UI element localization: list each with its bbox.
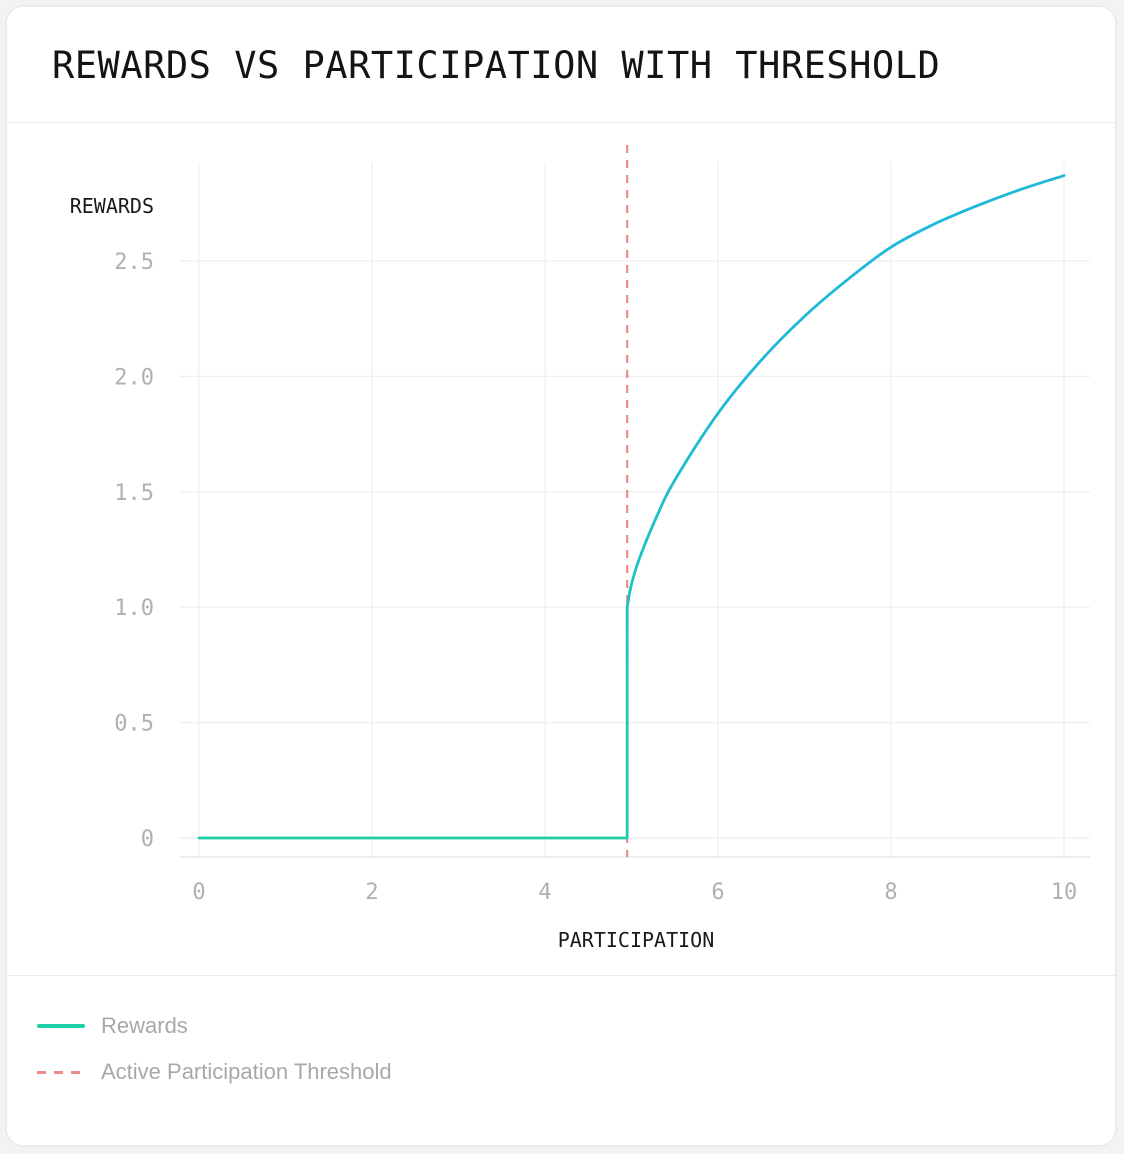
y-tick-label-5: 2.5 (114, 250, 154, 275)
y-tick-label-4: 2.0 (114, 365, 154, 390)
x-tick-label-1: 2 (365, 880, 378, 905)
legend-item-threshold: Active Participation Threshold (37, 1055, 392, 1089)
x-tick-label-5: 10 (1051, 880, 1078, 905)
x-tick-label-0: 0 (192, 880, 205, 905)
chart-header: REWARDS VS PARTICIPATION WITH THRESHOLD (7, 7, 1115, 123)
legend-item-rewards: Rewards (37, 1009, 392, 1043)
x-axis-label: PARTICIPATION (558, 928, 715, 952)
x-tick-label-3: 6 (711, 880, 724, 905)
chart-card: REWARDS VS PARTICIPATION WITH THRESHOLD … (5, 5, 1117, 1147)
legend-label-rewards: Rewards (101, 1013, 188, 1038)
rewards-line (197, 174, 1066, 840)
legend-divider (7, 975, 1115, 976)
y-axis-label: REWARDS (70, 194, 154, 218)
chart-title: REWARDS VS PARTICIPATION WITH THRESHOLD (52, 44, 941, 87)
y-tick-label-2: 1.0 (114, 596, 154, 621)
legend-label-threshold: Active Participation Threshold (101, 1059, 392, 1084)
x-tick-label-2: 4 (538, 880, 551, 905)
legend-swatch-threshold (37, 1070, 85, 1074)
y-tick-label-3: 1.5 (114, 481, 154, 506)
chart-plot: 0 2 4 6 8 10 0 0.5 1.0 1.5 2.0 2.5 REWARDS PARTICIPAT… (70, 145, 1090, 952)
x-tick-label-4: 8 (884, 880, 897, 905)
y-tick-label-0: 0 (141, 827, 154, 852)
legend-swatch-rewards (37, 1024, 85, 1028)
chart-legend: Rewards Active Participation Threshold (37, 1009, 392, 1101)
y-tick-label-1: 0.5 (114, 712, 154, 737)
